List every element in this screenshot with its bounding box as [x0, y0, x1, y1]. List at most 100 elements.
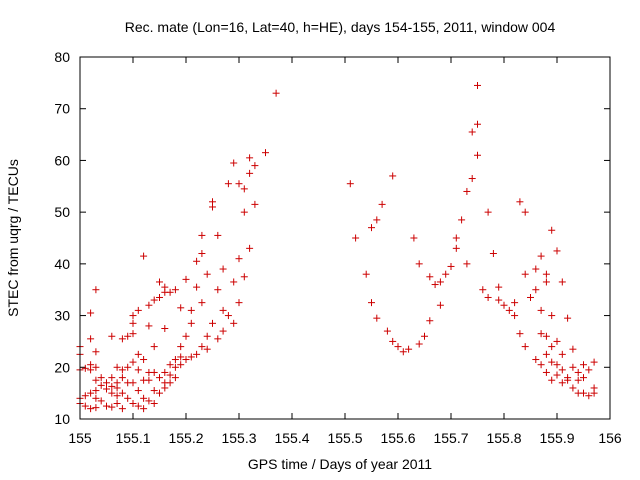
data-point [569, 363, 577, 371]
data-point [421, 332, 428, 340]
data-point [171, 286, 179, 294]
data-point [193, 283, 201, 291]
data-point [187, 353, 195, 361]
data-point [548, 312, 556, 320]
data-point [548, 343, 556, 351]
data-point [97, 397, 105, 405]
data-point [511, 299, 519, 307]
data-point [251, 162, 259, 170]
data-point [585, 392, 593, 400]
data-point [548, 358, 556, 366]
data-point [129, 358, 137, 366]
x-tick-label: 155.6 [380, 430, 415, 446]
data-point [209, 203, 216, 211]
y-tick-label: 80 [54, 49, 70, 65]
x-axis-label: GPS time / Days of year 2011 [248, 456, 432, 472]
data-point [214, 231, 222, 239]
data-point [171, 356, 179, 364]
data-point [177, 304, 185, 312]
data-point [140, 394, 148, 402]
x-tick-label: 155.1 [115, 430, 150, 446]
data-point [124, 363, 132, 371]
data-point [140, 405, 148, 413]
y-tick-label: 40 [54, 256, 70, 272]
data-point [574, 376, 582, 384]
data-point [87, 335, 95, 343]
data-point [436, 278, 444, 286]
data-point [489, 250, 497, 258]
y-axis: 10 20 30 40 50 60 70 80 [54, 49, 610, 427]
data-point [145, 301, 153, 309]
data-point [569, 345, 577, 353]
data-point [150, 343, 158, 351]
data-point [198, 231, 206, 239]
data-point [537, 361, 545, 369]
data-point [484, 293, 492, 301]
data-point [118, 366, 126, 374]
data-point [527, 293, 534, 301]
x-tick-label: 155.4 [274, 430, 309, 446]
data-point [166, 371, 174, 379]
data-point [161, 325, 169, 332]
data-point [426, 273, 434, 281]
data-point [230, 159, 238, 167]
data-point [209, 319, 216, 327]
data-point [81, 364, 89, 372]
data-point [447, 262, 455, 270]
data-point [235, 299, 243, 307]
data-point [553, 361, 561, 369]
data-point [246, 244, 254, 252]
y-tick-label: 30 [54, 308, 70, 324]
data-point [235, 180, 243, 188]
y-tick-label: 50 [54, 204, 70, 220]
data-point [262, 149, 269, 157]
data-point [87, 389, 95, 397]
data-point [458, 216, 466, 224]
y-axis-label: STEC from uqrg / TECUs [5, 159, 21, 317]
data-point [511, 312, 519, 320]
data-point [500, 301, 508, 309]
data-point [118, 389, 126, 397]
data-point [150, 399, 158, 407]
data-point [92, 394, 100, 402]
data-point [118, 374, 126, 382]
data-point [92, 404, 100, 412]
data-point [87, 405, 95, 413]
data-point [92, 387, 100, 395]
data-point [532, 286, 540, 294]
data-point [537, 330, 545, 338]
data-point [590, 389, 598, 397]
data-point [187, 306, 195, 314]
data-point [134, 387, 142, 395]
data-point [553, 337, 561, 345]
data-point [129, 312, 137, 320]
data-point [452, 234, 460, 242]
data-point [124, 332, 132, 340]
data-point [542, 368, 550, 376]
data-point [171, 374, 179, 382]
data-point [177, 361, 185, 369]
data-point [468, 175, 476, 183]
data-point [415, 340, 423, 348]
data-point [564, 376, 572, 384]
data-point [113, 384, 121, 392]
y-tick-label: 10 [54, 411, 70, 427]
data-point [113, 392, 121, 400]
data-point [214, 286, 222, 294]
data-point [537, 252, 545, 260]
data-point [463, 187, 471, 195]
data-point [580, 374, 587, 382]
data-point [415, 260, 423, 268]
data-point [103, 385, 110, 393]
data-point [193, 257, 201, 265]
data-point [134, 366, 142, 374]
data-point [532, 265, 540, 273]
data-point [399, 348, 407, 356]
data-point [431, 281, 439, 289]
plot-frame [79, 56, 611, 420]
x-tick-label: 155.5 [327, 430, 362, 446]
data-point [203, 270, 211, 278]
y-tick-label: 60 [54, 152, 70, 168]
data-point [230, 278, 238, 286]
